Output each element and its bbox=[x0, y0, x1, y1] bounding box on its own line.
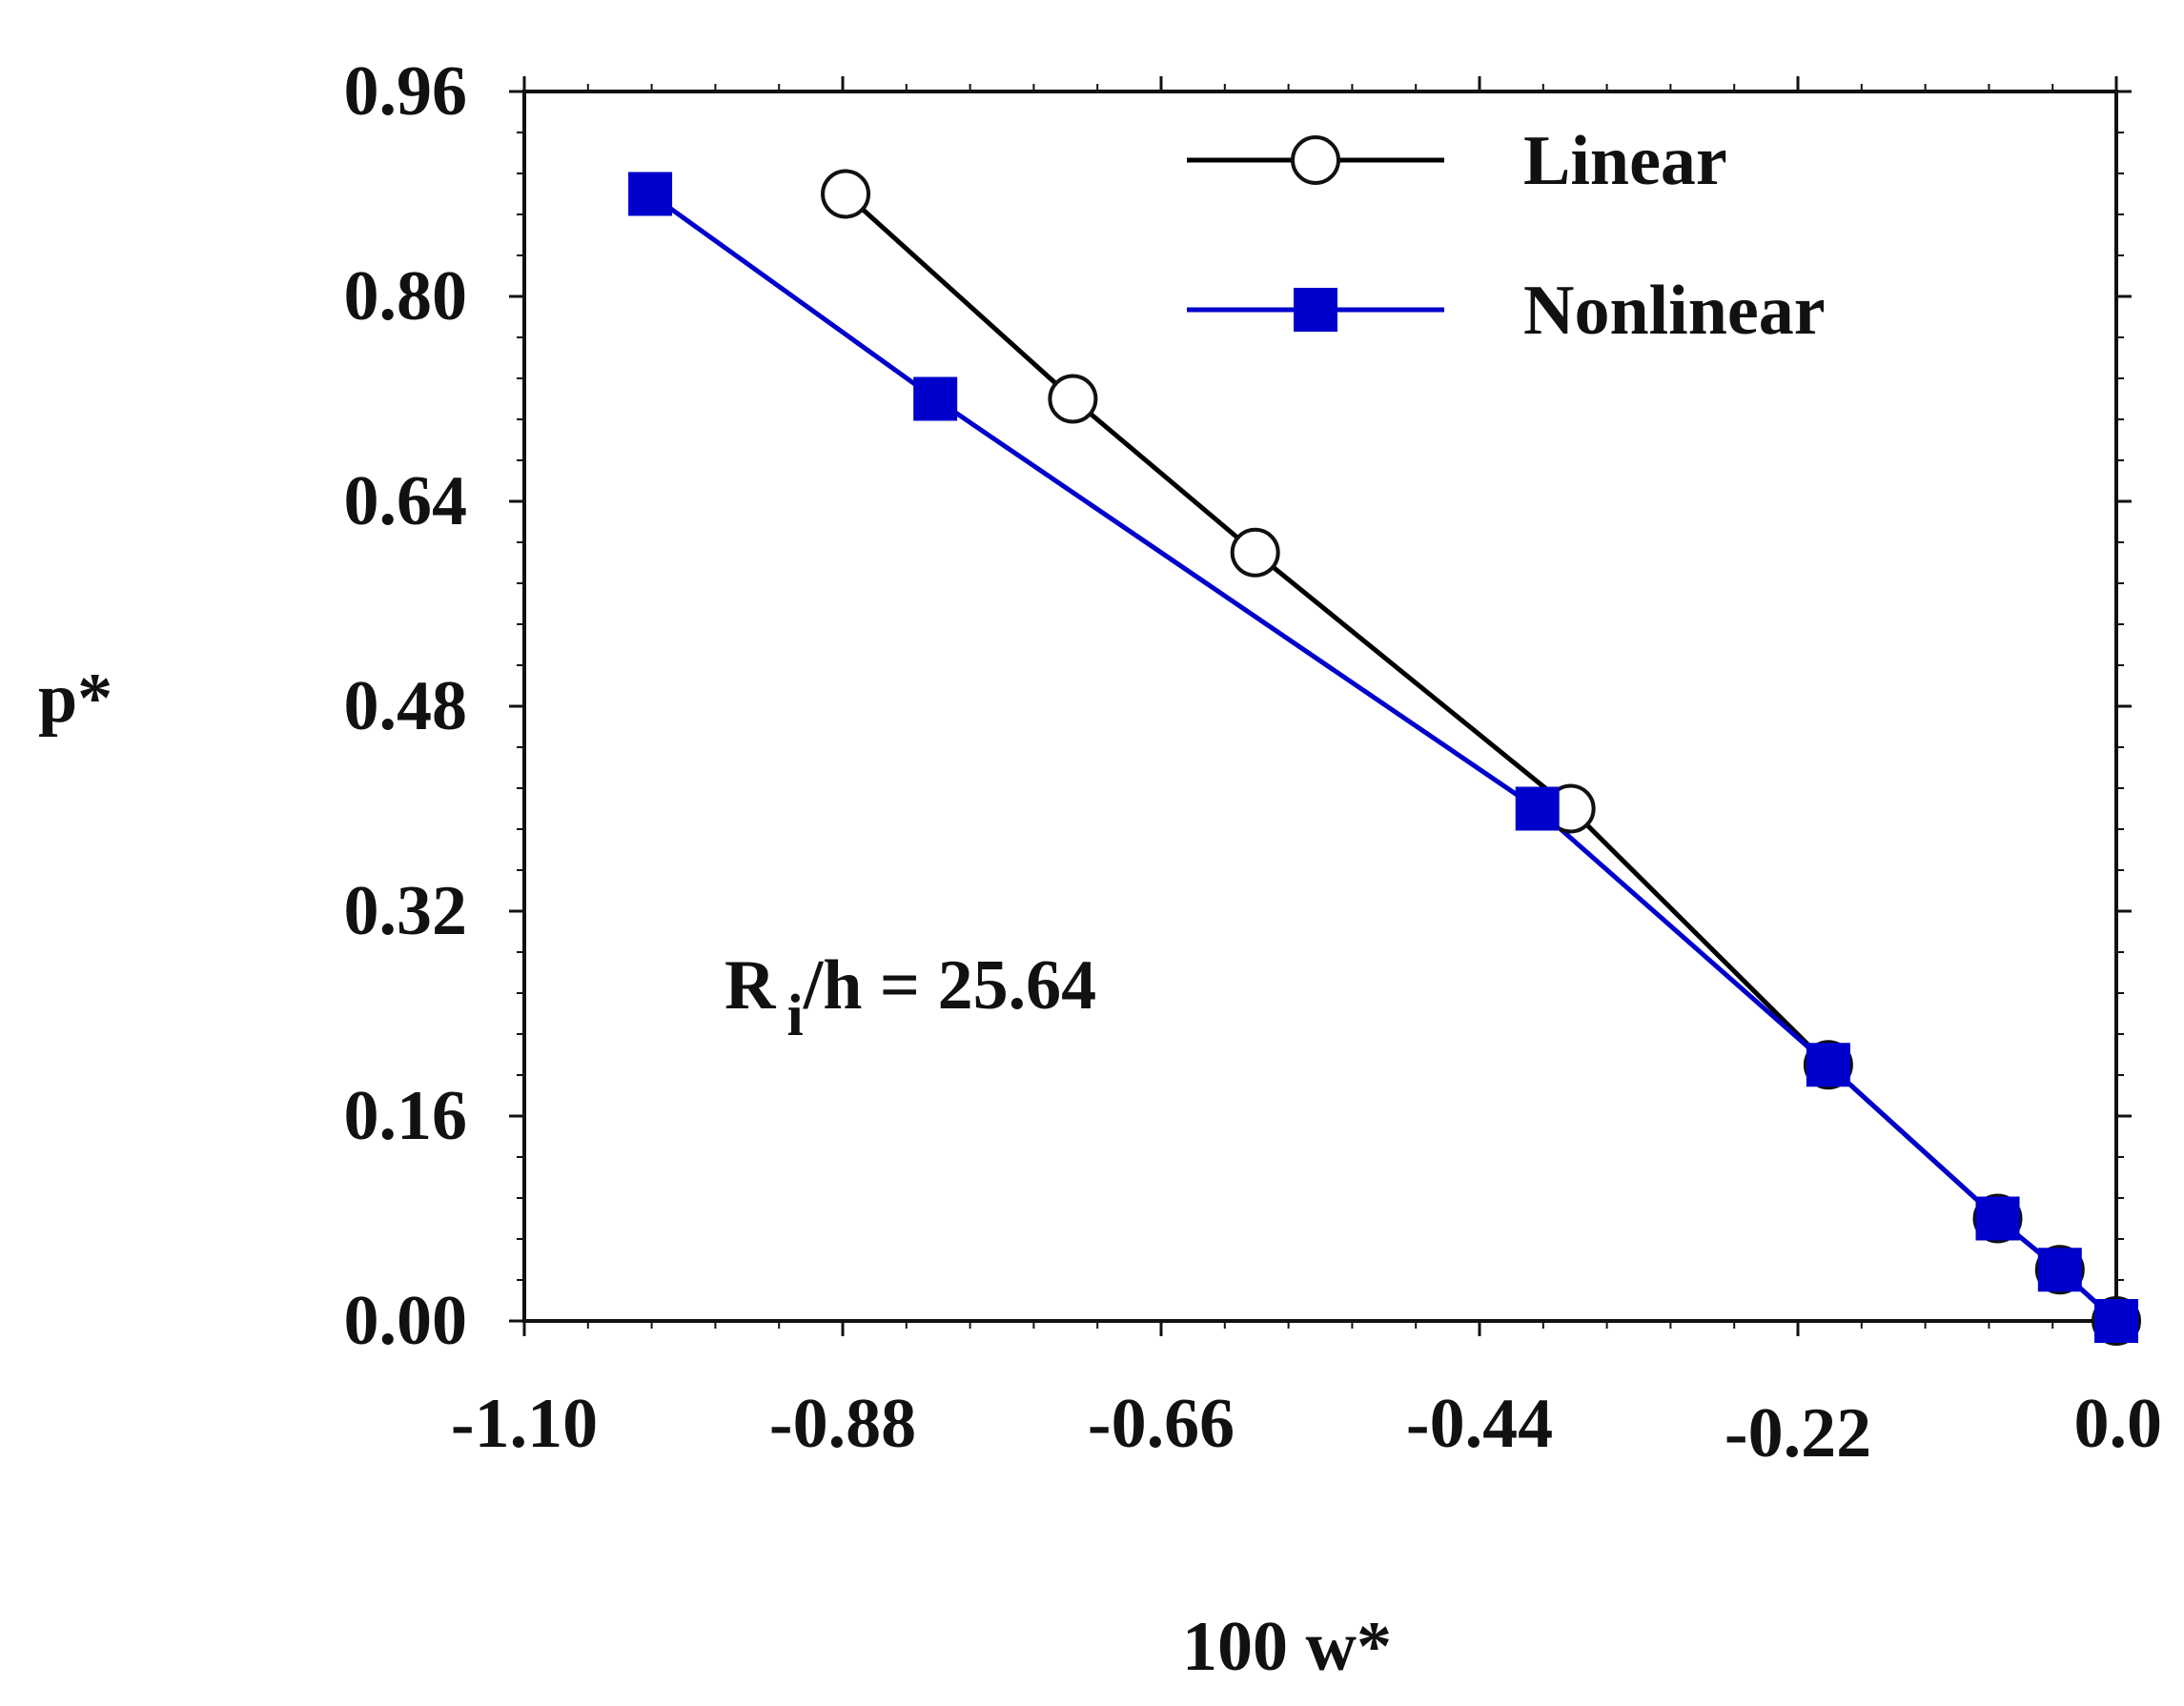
point-nonlinear bbox=[628, 172, 673, 216]
point-linear bbox=[1230, 527, 1280, 578]
point-linear bbox=[821, 169, 871, 219]
point-linear bbox=[1048, 374, 1098, 424]
x-tick-label: -0.66 bbox=[1088, 1385, 1235, 1463]
series-markers bbox=[628, 169, 2141, 1346]
annotation-rest: /h = 25.64 bbox=[803, 946, 1096, 1025]
point-nonlinear bbox=[1975, 1196, 2020, 1241]
y-tick-label: 0.64 bbox=[344, 462, 468, 540]
major-ticks bbox=[509, 76, 2132, 1336]
point-nonlinear bbox=[1806, 1043, 1850, 1087]
series-line-nonlinear bbox=[648, 192, 2118, 1323]
y-tick-labels: 0.00 0.16 0.32 0.48 0.64 0.80 0.96 bbox=[344, 52, 468, 1360]
legend-label-linear: Linear bbox=[1523, 122, 1727, 200]
y-tick-label: 0.00 bbox=[344, 1282, 468, 1360]
annotation-main: R bbox=[725, 946, 777, 1025]
x-tick-label: -1.10 bbox=[451, 1385, 598, 1463]
series-lines bbox=[648, 192, 2118, 1323]
legend: Linear Nonlinear bbox=[1187, 122, 1826, 350]
x-tick-label: 0.0 bbox=[2074, 1385, 2163, 1463]
legend-marker-linear bbox=[1291, 135, 1340, 185]
x-tick-label: -0.88 bbox=[769, 1385, 916, 1463]
point-nonlinear bbox=[913, 376, 958, 421]
legend-label-nonlinear: Nonlinear bbox=[1523, 272, 1826, 350]
y-tick-label: 0.48 bbox=[344, 667, 468, 745]
x-tick-label: -0.22 bbox=[1725, 1394, 1871, 1472]
minor-ticks bbox=[517, 84, 2124, 1329]
x-axis-title: 100 w* bbox=[1182, 1608, 1392, 1686]
x-tick-labels: -1.10 -0.88 -0.66 -0.44 -0.22 0.0 bbox=[451, 1385, 2162, 1472]
point-nonlinear bbox=[2094, 1299, 2138, 1343]
point-nonlinear bbox=[2037, 1248, 2082, 1292]
y-tick-label: 0.96 bbox=[344, 52, 468, 131]
point-nonlinear bbox=[1515, 786, 1560, 831]
x-tick-label: -0.44 bbox=[1406, 1385, 1553, 1463]
y-tick-label: 0.16 bbox=[344, 1077, 468, 1155]
annotation-sub: i bbox=[786, 984, 803, 1048]
y-tick-label: 0.32 bbox=[344, 872, 468, 950]
legend-marker-nonlinear bbox=[1294, 288, 1337, 332]
y-axis-title: p* bbox=[38, 660, 112, 738]
y-tick-label: 0.80 bbox=[344, 257, 468, 335]
